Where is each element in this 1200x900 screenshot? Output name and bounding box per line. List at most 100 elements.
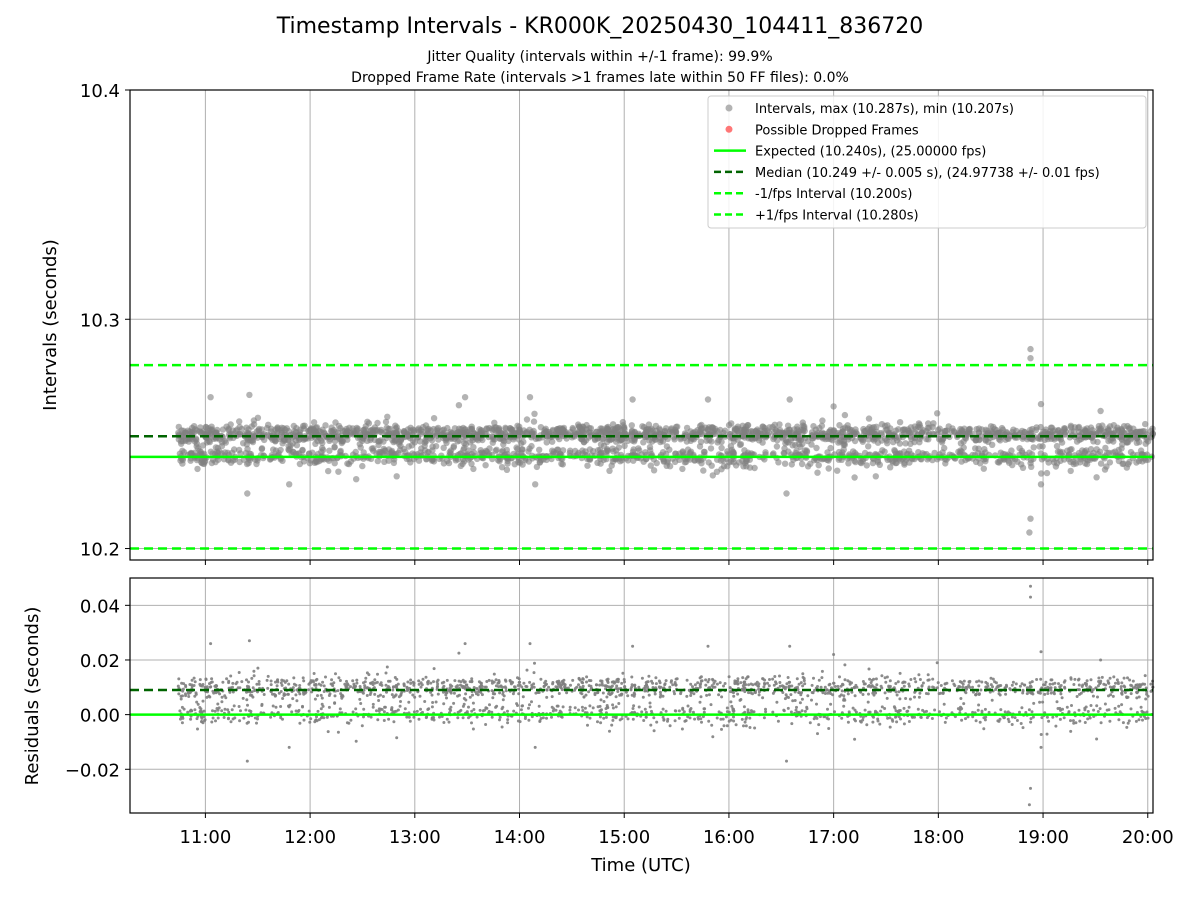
data-point	[913, 677, 917, 681]
data-point	[369, 691, 373, 694]
data-point	[539, 677, 543, 681]
data-point	[416, 438, 424, 445]
data-point	[269, 715, 273, 719]
data-point	[813, 688, 816, 692]
data-point	[207, 694, 211, 698]
data-point	[377, 707, 381, 711]
data-point	[520, 704, 524, 708]
data-point	[671, 683, 675, 687]
data-point	[235, 446, 243, 454]
data-point	[1081, 683, 1085, 687]
data-point	[888, 679, 892, 683]
data-point	[308, 681, 312, 685]
data-point	[852, 717, 856, 721]
data-point	[759, 439, 766, 446]
data-point	[888, 686, 892, 689]
data-point	[333, 701, 337, 705]
data-point	[471, 693, 474, 697]
data-point	[276, 678, 280, 682]
data-point	[498, 715, 502, 719]
data-point	[231, 685, 234, 689]
data-point	[498, 691, 502, 695]
data-point	[730, 704, 734, 708]
data-point	[550, 715, 553, 719]
data-point	[866, 700, 870, 704]
data-point	[977, 693, 981, 696]
data-point	[179, 694, 183, 698]
data-point	[693, 683, 697, 687]
data-point	[983, 718, 987, 722]
data-point	[380, 708, 384, 711]
data-point	[978, 720, 982, 724]
data-point	[875, 683, 879, 687]
data-point	[521, 695, 525, 699]
data-point	[1010, 683, 1014, 687]
data-point	[408, 719, 412, 723]
data-point	[1055, 426, 1062, 434]
data-point	[990, 423, 997, 431]
data-point	[1013, 716, 1017, 720]
data-point	[883, 437, 890, 444]
data-point	[689, 694, 693, 697]
data-point	[279, 690, 283, 693]
data-point	[362, 681, 365, 685]
data-point	[274, 705, 278, 709]
data-point	[782, 709, 786, 713]
data-point	[220, 695, 224, 699]
data-point	[210, 677, 214, 681]
data-point	[580, 705, 584, 709]
data-point	[985, 682, 989, 686]
data-point	[222, 716, 226, 719]
data-point	[600, 681, 604, 685]
data-point	[762, 716, 766, 720]
data-point	[866, 684, 870, 688]
data-point	[641, 695, 645, 699]
data-point	[1083, 460, 1091, 468]
data-point	[557, 425, 564, 432]
data-point	[461, 444, 468, 452]
data-point	[700, 679, 704, 683]
data-point	[411, 680, 415, 684]
data-point	[456, 684, 460, 688]
data-point	[238, 719, 242, 723]
data-point	[1145, 710, 1149, 714]
data-point	[867, 692, 870, 696]
data-point	[575, 685, 579, 689]
data-point	[961, 685, 965, 689]
data-point	[732, 719, 736, 723]
data-point	[376, 718, 380, 722]
data-point	[805, 705, 809, 709]
y-tick-label: −0.02	[65, 760, 120, 781]
data-point	[491, 692, 495, 696]
data-point	[655, 720, 659, 724]
data-point	[547, 685, 551, 689]
data-point	[279, 716, 283, 720]
data-point	[343, 682, 347, 686]
data-point	[608, 436, 615, 443]
data-point	[828, 682, 832, 686]
data-point	[659, 438, 667, 445]
data-point	[818, 422, 826, 429]
data-point	[196, 727, 199, 731]
data-point	[1137, 718, 1141, 722]
data-point	[784, 685, 788, 689]
data-point	[878, 437, 885, 444]
data-point	[532, 671, 536, 675]
data-point	[609, 445, 616, 452]
data-point	[1045, 459, 1052, 466]
data-point	[1072, 721, 1076, 725]
data-point	[432, 443, 440, 450]
data-point	[317, 682, 321, 686]
data-point	[305, 427, 312, 435]
data-point	[545, 682, 548, 686]
data-point	[565, 691, 569, 695]
data-point	[1019, 449, 1026, 457]
data-point	[1036, 443, 1043, 450]
data-point	[313, 697, 317, 701]
data-point	[545, 428, 553, 436]
data-point	[585, 675, 589, 679]
data-point	[925, 716, 929, 720]
data-point	[569, 683, 572, 687]
data-point	[532, 682, 536, 686]
data-point	[286, 692, 290, 696]
